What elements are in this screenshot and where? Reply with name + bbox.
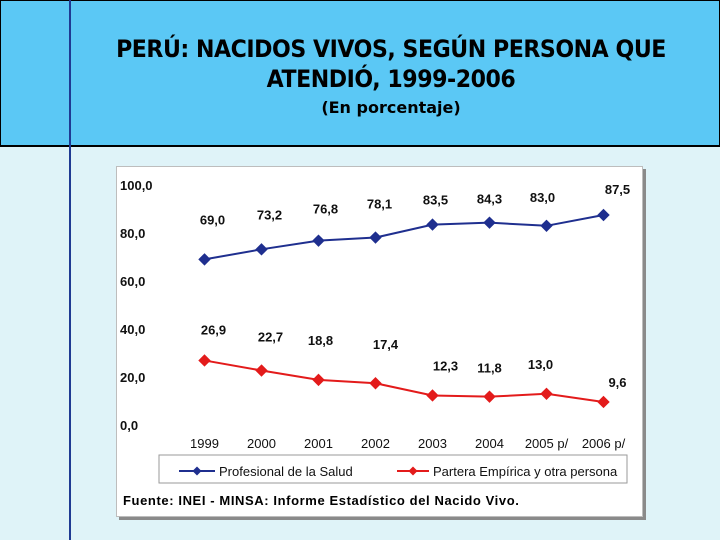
data-label: 69,0 <box>200 212 225 227</box>
data-label: 17,4 <box>373 337 399 352</box>
x-tick-label: 2000 <box>247 436 276 451</box>
page-subtitle: (En porcentaje) <box>321 98 461 117</box>
data-point <box>198 354 211 367</box>
data-label: 11,8 <box>477 361 502 376</box>
series-line <box>204 214 604 261</box>
data-point <box>483 390 496 403</box>
line-chart: 100,0 80,0 60,0 40,0 20,0 0,0 1999 2000 2001 2002… <box>120 178 630 484</box>
x-tick-label: 2005 p/ <box>525 436 569 451</box>
y-tick-label: 20,0 <box>120 370 145 385</box>
data-label: 73,2 <box>257 207 282 222</box>
data-label: 87,5 <box>605 182 630 197</box>
title-banner: PERÚ: NACIDOS VIVOS, SEGÚN PERSONA QUE A… <box>0 0 720 147</box>
y-tick-label: 40,0 <box>120 322 145 337</box>
page-title-line2: ATENDIÓ, 1999-2006 <box>266 65 516 93</box>
data-label: 22,7 <box>258 330 283 345</box>
data-point <box>540 387 553 401</box>
x-tick-label: 1999 <box>190 436 219 451</box>
legend-label: Partera Empírica y otra persona <box>433 464 618 479</box>
y-tick-label: 100,0 <box>120 178 153 193</box>
legend-box <box>158 454 628 484</box>
data-label: 78,1 <box>367 197 392 212</box>
data-label: 13,0 <box>528 357 553 372</box>
data-label: 26,9 <box>201 322 226 337</box>
data-label: 9,6 <box>608 375 626 390</box>
data-point <box>540 219 553 233</box>
legend-marker <box>408 466 418 476</box>
data-point <box>312 234 325 247</box>
y-tick-label: 0,0 <box>120 418 138 433</box>
legend-label: Profesional de la Salud <box>219 464 353 479</box>
page-title: PERÚ: NACIDOS VIVOS, SEGÚN PERSONA QUE <box>116 35 666 63</box>
data-label: 84,3 <box>477 192 502 207</box>
data-point <box>483 216 496 229</box>
data-label: 83,5 <box>423 193 448 208</box>
data-label: 12,3 <box>433 358 458 373</box>
y-tick-label: 80,0 <box>120 226 145 241</box>
x-tick-label: 2003 <box>418 436 447 451</box>
data-point <box>369 377 382 390</box>
x-tick-label: 2004 <box>475 436 504 451</box>
left-vertical-rule <box>69 0 71 540</box>
source-note: Fuente: INEI - MINSA: Informe Estadístic… <box>123 493 520 508</box>
data-point <box>597 208 610 222</box>
data-point <box>198 253 211 266</box>
data-point <box>426 218 439 231</box>
data-point <box>255 364 268 377</box>
chart-panel: 100,0 80,0 60,0 40,0 20,0 0,0 1999 2000 2001 2002… <box>116 166 643 517</box>
data-label: 76,8 <box>313 202 338 217</box>
data-point <box>312 373 325 387</box>
y-tick-label: 60,0 <box>120 274 145 289</box>
data-point <box>369 231 382 244</box>
legend-marker <box>192 466 202 476</box>
data-label: 18,8 <box>308 333 333 348</box>
data-point <box>255 243 268 256</box>
series-line <box>204 359 604 403</box>
data-label: 83,0 <box>530 190 555 205</box>
x-tick-label: 2001 <box>304 436 333 451</box>
data-point <box>426 389 439 402</box>
x-tick-label: 2006 p/ <box>582 436 626 451</box>
data-point <box>597 395 610 409</box>
x-tick-label: 2002 <box>361 436 390 451</box>
